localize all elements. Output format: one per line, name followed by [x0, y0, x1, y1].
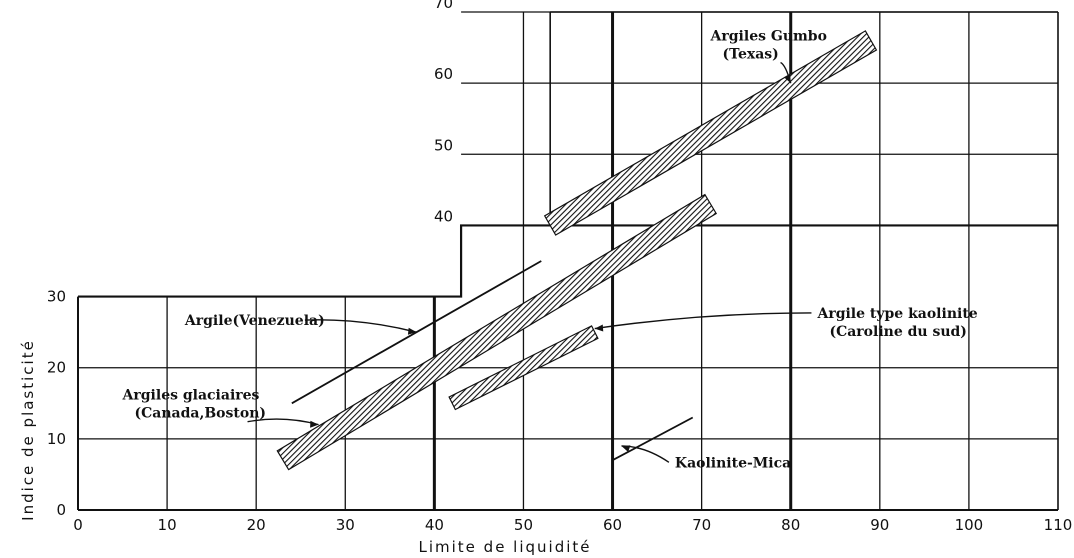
annotation-arrow	[594, 312, 812, 330]
annotation-5: Kaolinite-Mica	[621, 445, 791, 471]
clay-line-2	[612, 416, 694, 461]
annotation-text: (Canada,Boston)	[135, 406, 266, 422]
annotation-text: Argiles Gumbo	[710, 28, 827, 44]
y-tick-label: 40	[434, 207, 453, 225]
annotation-text: Argile type kaolinite	[816, 306, 977, 322]
annotation-2: Argile(Venezuela)	[184, 313, 417, 335]
x-tick-label: 90	[870, 516, 889, 534]
x-tick-label: 80	[781, 516, 800, 534]
x-tick-label: 10	[158, 516, 177, 534]
x-tick-label: 0	[73, 516, 83, 534]
y-tick-label: 0	[56, 501, 66, 519]
y-tick-label: 70	[434, 0, 453, 12]
tick-labels: 0 10 20 30 40 50 60 70 80 90 100 110 0 10 20 30 40 50 60 70	[47, 0, 1072, 534]
annotation-text: (Texas)	[723, 46, 779, 62]
arrow-head	[407, 327, 417, 335]
x-tick-label: 40	[425, 516, 444, 534]
annotation-text: Kaolinite-Mica	[675, 455, 791, 471]
x-tick-label: 110	[1044, 516, 1073, 534]
x-tick-label: 100	[955, 516, 984, 534]
x-tick-label: 20	[247, 516, 266, 534]
region-boundary	[78, 224, 1058, 298]
x-tick-label: 60	[603, 516, 622, 534]
grid	[77, 11, 1059, 511]
annotation-text: Argiles glaciaires	[122, 388, 260, 404]
x-tick-label: 50	[514, 516, 533, 534]
clay-bands	[276, 30, 878, 471]
arrow-head	[621, 445, 631, 452]
y-tick-label: 20	[47, 359, 66, 377]
x-tick-label: 70	[692, 516, 711, 534]
band-1	[276, 193, 718, 471]
annotation-4: Argiles glaciaires (Canada,Boston)	[122, 388, 319, 428]
y-axis-title: Indice de plasticité	[19, 339, 37, 521]
annotation-3: Argile type kaolinite (Caroline du sud)	[594, 306, 978, 340]
boundary-line	[78, 224, 1058, 298]
annotation-arrow	[247, 418, 319, 426]
band-2	[543, 30, 878, 236]
arrow-head	[783, 74, 791, 84]
y-tick-label: 30	[47, 288, 66, 306]
y-tick-label: 60	[434, 65, 453, 83]
annotation-1: Argiles Gumbo (Texas)	[710, 28, 827, 84]
annotation-arrow	[304, 319, 417, 333]
arrow-head	[594, 324, 604, 332]
annotation-text: Argile(Venezuela)	[184, 313, 325, 329]
y-tick-label: 10	[47, 430, 66, 448]
annotation-text: (Caroline du sud)	[829, 324, 966, 340]
y-tick-label: 50	[434, 136, 453, 154]
arrow-head	[310, 420, 319, 428]
annotations: Argiles Gumbo (Texas) Argile(Venezuela) Arg…	[122, 28, 978, 471]
x-tick-label: 30	[336, 516, 355, 534]
band-3	[448, 325, 599, 411]
x-axis-title: Limite de liquidité	[418, 538, 591, 556]
